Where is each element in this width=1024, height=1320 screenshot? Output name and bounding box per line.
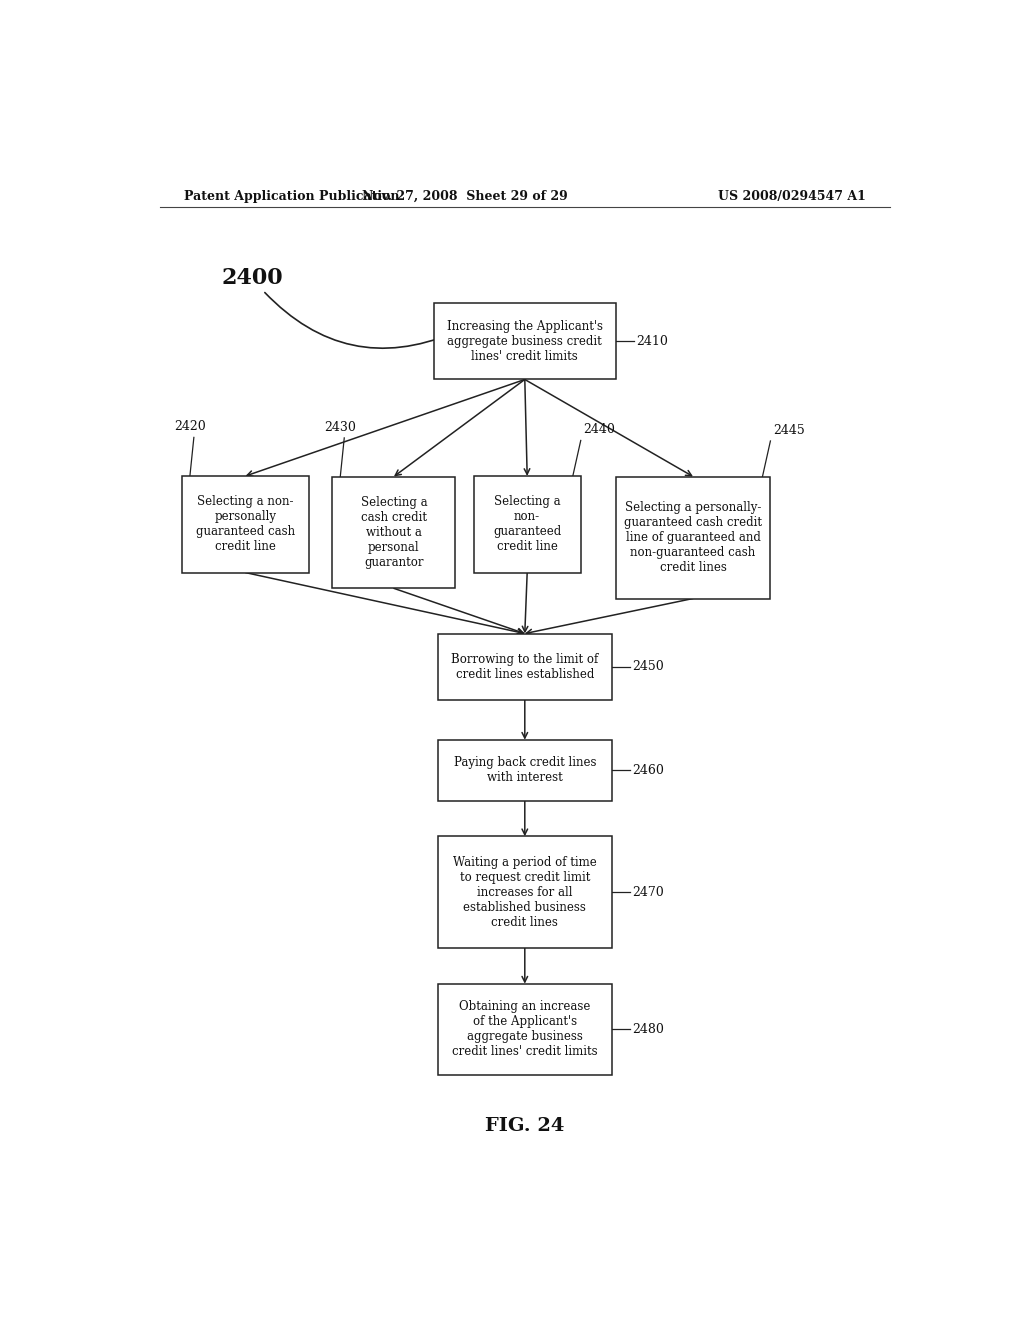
Text: Obtaining an increase
of the Applicant's
aggregate business
credit lines' credit: Obtaining an increase of the Applicant's… [452,1001,598,1059]
FancyBboxPatch shape [182,477,309,573]
FancyBboxPatch shape [615,477,770,598]
Text: US 2008/0294547 A1: US 2008/0294547 A1 [718,190,866,202]
FancyBboxPatch shape [437,837,612,948]
FancyBboxPatch shape [474,477,581,573]
Text: Waiting a period of time
to request credit limit
increases for all
established b: Waiting a period of time to request cred… [453,855,597,929]
Text: Borrowing to the limit of
credit lines established: Borrowing to the limit of credit lines e… [452,652,598,681]
Text: Patent Application Publication: Patent Application Publication [183,190,399,202]
Text: Selecting a personally-
guaranteed cash credit
line of guaranteed and
non-guaran: Selecting a personally- guaranteed cash … [624,502,762,574]
Text: Increasing the Applicant's
aggregate business credit
lines' credit limits: Increasing the Applicant's aggregate bus… [446,319,603,363]
Text: 2470: 2470 [632,886,664,899]
Text: Selecting a non-
personally
guaranteed cash
credit line: Selecting a non- personally guaranteed c… [196,495,295,553]
FancyBboxPatch shape [437,739,612,801]
Text: Selecting a
non-
guaranteed
credit line: Selecting a non- guaranteed credit line [493,495,561,553]
Text: 2430: 2430 [325,421,356,434]
Text: 2445: 2445 [773,424,805,437]
Text: 2420: 2420 [174,420,206,433]
FancyBboxPatch shape [433,304,616,379]
Text: Paying back credit lines
with interest: Paying back credit lines with interest [454,756,596,784]
FancyBboxPatch shape [333,477,456,589]
Text: 2450: 2450 [632,660,664,673]
Text: 2400: 2400 [221,268,284,289]
Text: 2440: 2440 [583,424,615,437]
FancyBboxPatch shape [437,983,612,1076]
Text: 2460: 2460 [632,764,664,776]
Text: FIG. 24: FIG. 24 [485,1117,564,1135]
FancyBboxPatch shape [437,634,612,700]
Text: 2480: 2480 [632,1023,664,1036]
Text: Selecting a
cash credit
without a
personal
guarantor: Selecting a cash credit without a person… [360,496,427,569]
Text: Nov. 27, 2008  Sheet 29 of 29: Nov. 27, 2008 Sheet 29 of 29 [362,190,568,202]
Text: 2410: 2410 [636,335,668,348]
